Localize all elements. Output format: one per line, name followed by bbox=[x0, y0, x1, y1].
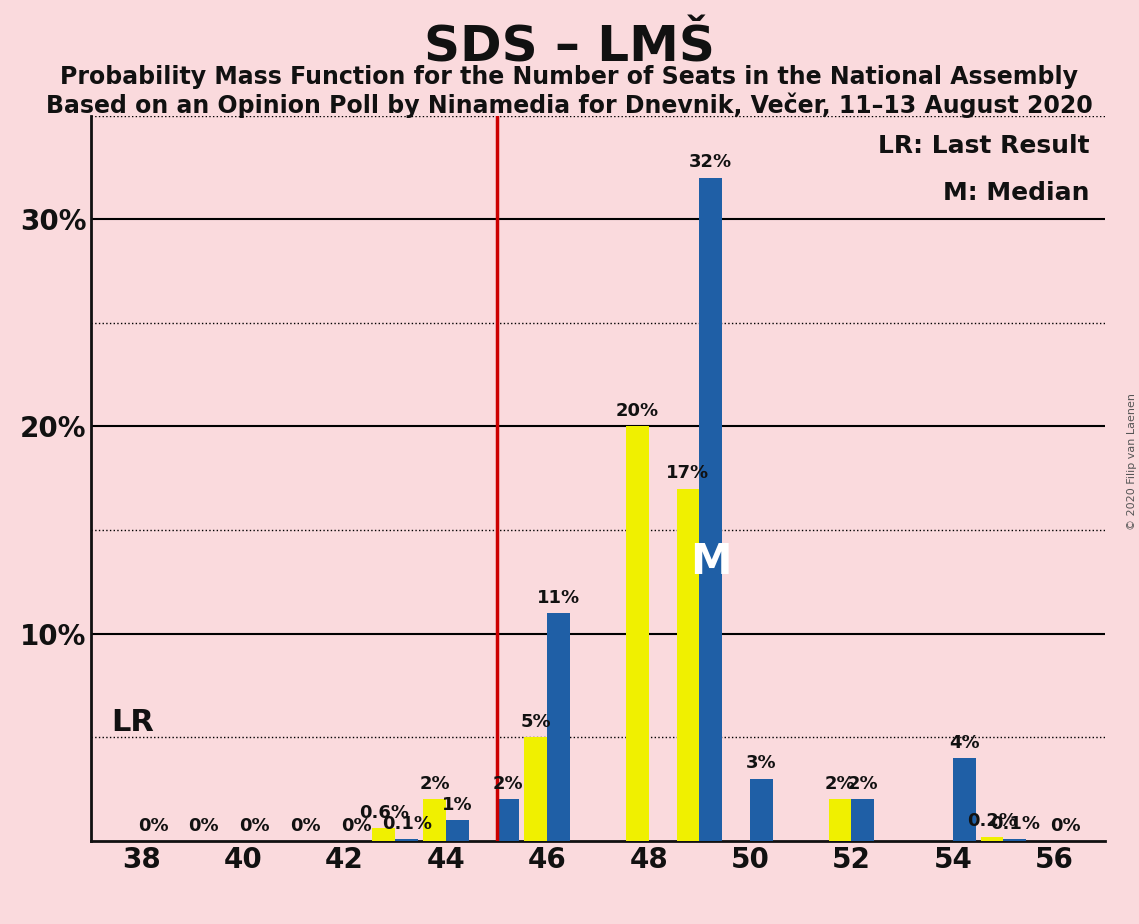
Bar bbox=[547, 613, 571, 841]
Bar bbox=[981, 837, 1003, 841]
Text: 0%: 0% bbox=[341, 817, 371, 834]
Text: M: M bbox=[690, 541, 731, 583]
Bar bbox=[828, 799, 852, 841]
Text: 0%: 0% bbox=[1050, 817, 1081, 834]
Text: 0.1%: 0.1% bbox=[382, 815, 432, 833]
Text: 0.2%: 0.2% bbox=[967, 812, 1017, 831]
Bar bbox=[699, 177, 722, 841]
Text: 0%: 0% bbox=[189, 817, 219, 834]
Text: 3%: 3% bbox=[746, 755, 777, 772]
Text: © 2020 Filip van Laenen: © 2020 Filip van Laenen bbox=[1126, 394, 1137, 530]
Text: 1%: 1% bbox=[442, 796, 473, 814]
Bar bbox=[497, 799, 519, 841]
Text: 2%: 2% bbox=[419, 775, 450, 793]
Bar bbox=[625, 426, 648, 841]
Text: SDS – LMŠ: SDS – LMŠ bbox=[424, 23, 715, 71]
Bar bbox=[423, 799, 445, 841]
Bar bbox=[445, 821, 469, 841]
Text: 2%: 2% bbox=[825, 775, 855, 793]
Text: 2%: 2% bbox=[847, 775, 878, 793]
Bar bbox=[395, 839, 418, 841]
Bar bbox=[677, 489, 699, 841]
Text: 20%: 20% bbox=[616, 402, 658, 420]
Text: 0.1%: 0.1% bbox=[990, 815, 1040, 833]
Text: LR: Last Result: LR: Last Result bbox=[878, 134, 1090, 158]
Bar bbox=[1003, 839, 1026, 841]
Bar bbox=[751, 779, 773, 841]
Text: 0%: 0% bbox=[138, 817, 169, 834]
Text: 11%: 11% bbox=[538, 589, 580, 607]
Bar bbox=[372, 829, 395, 841]
Text: 2%: 2% bbox=[493, 775, 523, 793]
Text: 4%: 4% bbox=[949, 734, 980, 752]
Text: 17%: 17% bbox=[666, 465, 710, 482]
Bar bbox=[524, 737, 547, 841]
Bar bbox=[952, 758, 976, 841]
Text: 5%: 5% bbox=[521, 713, 551, 731]
Text: 0%: 0% bbox=[239, 817, 270, 834]
Text: 0%: 0% bbox=[290, 817, 320, 834]
Bar bbox=[851, 799, 875, 841]
Text: M: Median: M: Median bbox=[943, 181, 1090, 205]
Text: Based on an Opinion Poll by Ninamedia for Dnevnik, Večer, 11–13 August 2020: Based on an Opinion Poll by Ninamedia fo… bbox=[46, 92, 1093, 118]
Text: 32%: 32% bbox=[689, 153, 732, 172]
Text: 0.6%: 0.6% bbox=[359, 804, 409, 822]
Text: LR: LR bbox=[112, 708, 154, 737]
Text: Probability Mass Function for the Number of Seats in the National Assembly: Probability Mass Function for the Number… bbox=[60, 65, 1079, 89]
